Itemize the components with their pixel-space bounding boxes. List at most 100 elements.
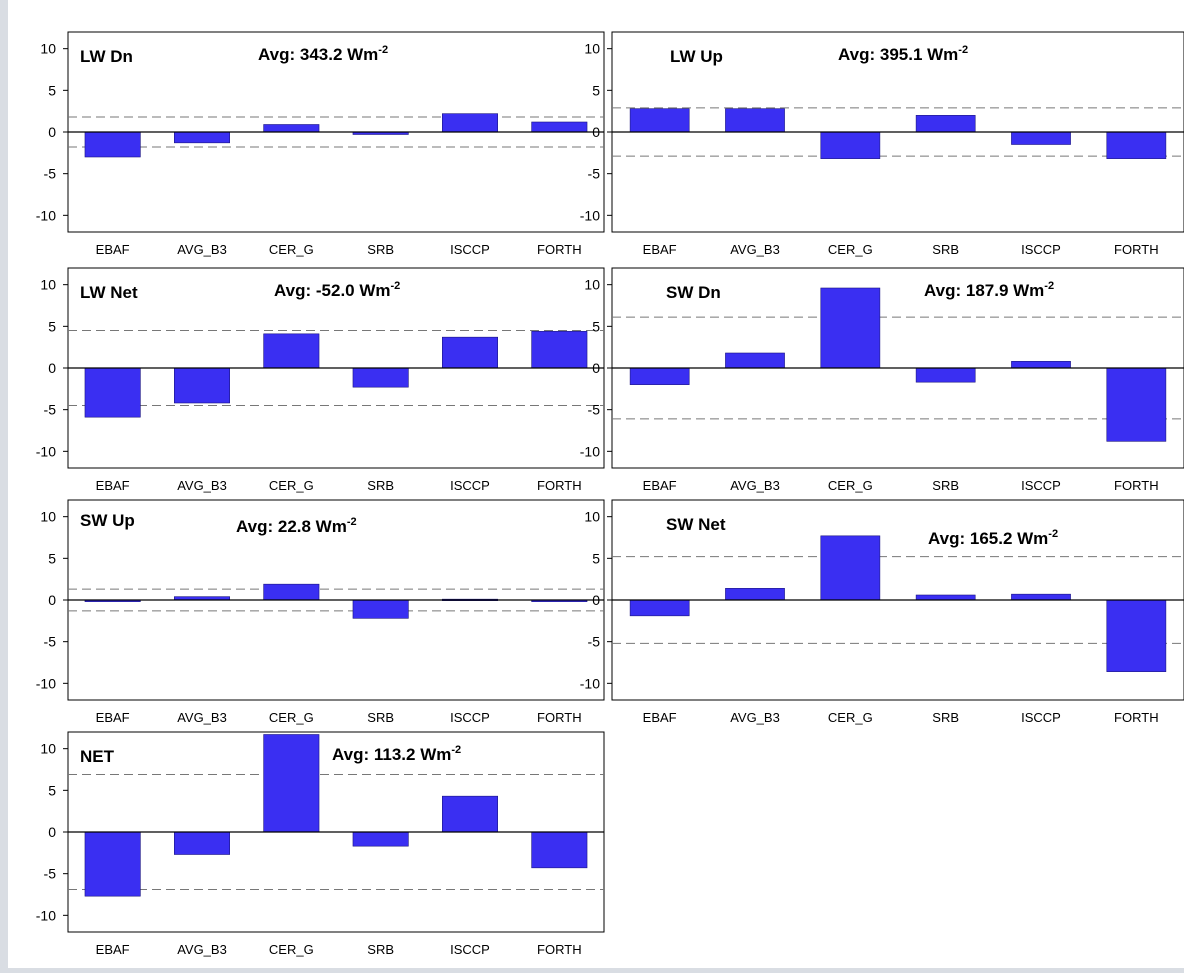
x-tick-label: EBAF [643, 710, 677, 725]
chart-panel: 10 5 0 -5 -10 EBAF AVG_B3 CER_G SRB ISCCP FORTH NET… [36, 731, 605, 957]
y-tick-label: 0 [592, 592, 600, 608]
x-tick-label: ISCCP [1021, 710, 1061, 725]
bar-FORTH [531, 121, 588, 133]
bar-AVG_B3 [174, 131, 230, 144]
bar-EBAF [629, 367, 690, 385]
bar-FORTH [1106, 367, 1167, 442]
panel-label: SW Up [80, 511, 135, 530]
x-tick-label: AVG_B3 [177, 710, 227, 725]
bar-FORTH [531, 831, 588, 869]
bar-SRB [915, 367, 976, 383]
x-tick-label: ISCCP [450, 242, 490, 257]
y-tick-label: 0 [48, 124, 56, 140]
bar-SRB [915, 115, 976, 133]
y-tick-label: 0 [48, 360, 56, 376]
x-tick-label: SRB [932, 710, 959, 725]
y-tick-label: -5 [44, 866, 57, 882]
y-tick-label: -5 [44, 166, 57, 182]
y-tick-label: 5 [48, 82, 56, 98]
x-tick-label: ISCCP [450, 942, 490, 957]
y-tick-label: 10 [40, 741, 56, 757]
bar-EBAF [629, 599, 690, 617]
bar-AVG_B3 [174, 367, 230, 404]
y-tick-label: 5 [48, 782, 56, 798]
x-tick-label: AVG_B3 [730, 242, 780, 257]
avg-annotation: Avg: 343.2 Wm-2 [258, 44, 388, 64]
bar-CER_G [263, 583, 320, 601]
panel-label: LW Net [80, 283, 138, 302]
bar-CER_G [263, 333, 320, 369]
x-tick-label: CER_G [828, 710, 873, 725]
y-tick-label: 10 [584, 41, 600, 57]
bar-ISCCP [442, 336, 498, 369]
x-tick-label: SRB [367, 478, 394, 493]
x-tick-label: FORTH [1114, 710, 1159, 725]
bar-ISCCP [1011, 131, 1071, 145]
bar-SRB [352, 831, 409, 847]
y-tick-label: -5 [588, 166, 601, 182]
x-tick-label: AVG_B3 [177, 242, 227, 257]
avg-annotation: Avg: 187.9 Wm-2 [924, 280, 1054, 300]
bar-SRB [352, 599, 409, 619]
x-tick-label: ISCCP [1021, 478, 1061, 493]
panel-label: LW Up [670, 47, 723, 66]
bar-CER_G [820, 287, 881, 369]
bar-AVG_B3 [725, 352, 785, 369]
panel-label: LW Dn [80, 47, 133, 66]
chart-panel: 10 5 0 -5 -10 EBAF AVG_B3 CER_G SRB ISCCP FORTH SW … [580, 499, 1184, 725]
bar-CER_G [263, 734, 320, 833]
y-tick-label: 10 [584, 509, 600, 525]
x-tick-label: CER_G [828, 242, 873, 257]
panel-label: SW Dn [666, 283, 721, 302]
chart-panel: 10 5 0 -5 -10 EBAF AVG_B3 CER_G SRB ISCCP FORTH LW … [36, 267, 605, 493]
y-tick-label: 10 [584, 277, 600, 293]
y-tick-label: 5 [592, 82, 600, 98]
y-tick-label: 5 [592, 318, 600, 334]
y-tick-label: -10 [580, 207, 600, 223]
bar-CER_G [820, 535, 881, 601]
y-tick-label: 10 [40, 509, 56, 525]
x-tick-label: AVG_B3 [177, 478, 227, 493]
y-tick-label: -10 [36, 675, 56, 691]
chart-panel: 10 5 0 -5 -10 EBAF AVG_B3 CER_G SRB ISCCP FORTH SW … [36, 499, 605, 725]
bar-EBAF [84, 367, 141, 418]
bar-AVG_B3 [725, 588, 785, 601]
y-tick-label: -5 [588, 634, 601, 650]
bar-FORTH [1106, 599, 1167, 672]
x-tick-label: CER_G [269, 478, 314, 493]
x-tick-label: FORTH [1114, 242, 1159, 257]
bar-ISCCP [1011, 593, 1071, 601]
y-tick-label: -5 [588, 402, 601, 418]
bar-chart-grid: 10 5 0 -5 -10 EBAF AVG_B3 CER_G SRB ISCCP FORTH LW … [36, 31, 1184, 957]
x-tick-label: SRB [932, 478, 959, 493]
bar-FORTH [531, 331, 588, 369]
y-tick-label: 5 [48, 550, 56, 566]
y-tick-label: -10 [36, 907, 56, 923]
bar-CER_G [263, 124, 320, 133]
y-tick-label: 0 [592, 360, 600, 376]
x-tick-label: ISCCP [450, 478, 490, 493]
avg-annotation: Avg: -52.0 Wm-2 [274, 280, 400, 300]
x-tick-label: EBAF [643, 242, 677, 257]
x-tick-label: CER_G [828, 478, 873, 493]
bar-EBAF [629, 108, 690, 133]
x-tick-label: ISCCP [450, 710, 490, 725]
y-tick-label: -10 [580, 675, 600, 691]
y-tick-label: 0 [48, 592, 56, 608]
y-tick-label: -10 [580, 443, 600, 459]
x-tick-label: CER_G [269, 942, 314, 957]
x-tick-label: AVG_B3 [177, 942, 227, 957]
chart-panel: 10 5 0 -5 -10 EBAF AVG_B3 CER_G SRB ISCCP FORTH SW … [580, 267, 1184, 493]
x-tick-label: SRB [367, 242, 394, 257]
x-tick-label: SRB [367, 710, 394, 725]
x-tick-label: EBAF [96, 242, 130, 257]
x-tick-label: FORTH [537, 710, 582, 725]
x-tick-label: ISCCP [1021, 242, 1061, 257]
x-tick-label: FORTH [537, 942, 582, 957]
y-tick-label: -5 [44, 402, 57, 418]
y-tick-label: 0 [592, 124, 600, 140]
bar-ISCCP [1011, 361, 1071, 369]
chart-panel: 10 5 0 -5 -10 EBAF AVG_B3 CER_G SRB ISCCP FORTH LW … [36, 31, 605, 257]
y-tick-label: 5 [592, 550, 600, 566]
y-tick-label: 10 [40, 41, 56, 57]
